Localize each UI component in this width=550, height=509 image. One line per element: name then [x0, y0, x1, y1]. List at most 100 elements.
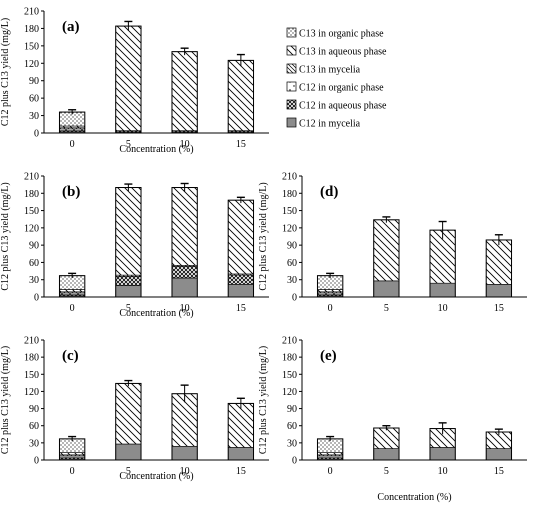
x-tick-label: 0 [70, 466, 75, 477]
x-tick-label: 10 [438, 303, 448, 314]
bar-segment [115, 187, 142, 276]
x-tick-label: 5 [126, 303, 131, 314]
x-tick-label: 15 [236, 303, 246, 314]
y-tick-label: 150 [24, 41, 39, 52]
y-tick-label: 90 [29, 76, 39, 87]
bar-segment [171, 445, 198, 461]
y-tick-label: 0 [292, 293, 297, 304]
x-tick-label: 15 [236, 466, 246, 477]
bar-segment [115, 275, 142, 286]
x-axis-label: Concentration (%) [119, 471, 193, 482]
y-tick-label: 210 [282, 172, 297, 183]
y-tick-label: 30 [29, 438, 39, 449]
y-tick-label: 60 [29, 258, 39, 269]
y-tick-label: 150 [24, 206, 39, 217]
y-tick-label: 0 [34, 129, 39, 140]
y-tick-label: 150 [24, 370, 39, 381]
legend-swatch [286, 63, 297, 74]
bar-segment [115, 443, 142, 461]
x-tick-label: 15 [494, 303, 504, 314]
x-tick-label: 15 [236, 139, 246, 150]
y-tick-label: 0 [34, 293, 39, 304]
bar-segment [171, 266, 198, 279]
bar-segment [485, 284, 512, 298]
x-tick-label: 10 [180, 466, 190, 477]
bar-segment [373, 427, 400, 449]
bar-segment [227, 60, 254, 131]
x-tick-label: 5 [384, 466, 389, 477]
y-tick-label: 180 [24, 189, 39, 200]
y-axis-label: C12 plus C13 yield (mg/L) [0, 18, 11, 126]
bar-segment [115, 25, 142, 131]
bar-segment [429, 447, 456, 461]
bar-segment [227, 274, 254, 285]
y-tick-label: 210 [24, 336, 39, 347]
x-axis-label: Concentration (%) [119, 144, 193, 155]
bar-segment [227, 199, 254, 275]
x-tick-label: 0 [328, 466, 333, 477]
legend-label: C13 in mycelia [299, 65, 361, 76]
legend-label: C13 in aqueous phase [299, 47, 387, 58]
bar-segment [59, 452, 86, 456]
y-tick-label: 30 [29, 275, 39, 286]
x-tick-label: 0 [70, 303, 75, 314]
x-tick-label: 0 [328, 303, 333, 314]
y-tick-label: 210 [24, 172, 39, 183]
y-tick-label: 90 [29, 404, 39, 415]
chart-panel: 0 30 60 90 120 150 180 210 0 5 10 15 (d) C12 plus C13… [258, 172, 527, 314]
bar-segment [373, 280, 400, 298]
chart-panel: 0 30 60 90 120 150 180 210 0 5 10 15 (e) C12 plus C13… [258, 336, 527, 503]
x-tick-label: 10 [180, 139, 190, 150]
y-axis-label: C12 plus C13 yield (mg/L) [0, 346, 11, 454]
legend-label: C12 in mycelia [299, 119, 361, 130]
legend-swatch [286, 99, 297, 110]
chart-panel: 0 30 60 90 120 150 180 210 0 5 10 15 (a) C12 plus C13… [0, 7, 269, 155]
panel-label: (c) [62, 348, 79, 364]
y-tick-label: 60 [29, 94, 39, 105]
bar-segment [317, 452, 344, 456]
bar-segment [429, 282, 456, 298]
x-tick-label: 5 [126, 139, 131, 150]
y-tick-label: 60 [29, 421, 39, 432]
x-axis-label: Concentration (%) [119, 308, 193, 319]
legend-label: C12 in aqueous phase [299, 101, 387, 112]
y-tick-label: 60 [287, 258, 297, 269]
bar-segment [171, 51, 198, 131]
y-tick-label: 150 [282, 206, 297, 217]
panel-label: (b) [62, 184, 80, 200]
y-tick-label: 30 [287, 438, 297, 449]
y-tick-label: 120 [282, 387, 297, 398]
panel-label: (d) [320, 184, 338, 200]
y-tick-label: 180 [24, 353, 39, 364]
y-tick-label: 30 [29, 111, 39, 122]
bar-segment [227, 284, 254, 298]
y-tick-label: 210 [282, 336, 297, 347]
bar-segment [171, 277, 198, 298]
y-axis-label: C12 plus C13 yield (mg/L) [0, 182, 11, 290]
panel-label: (a) [62, 19, 80, 35]
panel-label: (e) [320, 348, 337, 364]
y-tick-label: 120 [24, 59, 39, 70]
y-tick-label: 120 [24, 387, 39, 398]
legend-swatch [286, 45, 297, 56]
y-tick-label: 180 [282, 353, 297, 364]
y-axis-label: C12 plus C13 yield (mg/L) [258, 182, 269, 290]
legend-label: C12 in organic phase [299, 83, 384, 94]
legend: C13 in organic phase C13 in aqueous phase… [286, 27, 387, 130]
y-tick-label: 120 [282, 223, 297, 234]
y-tick-label: 0 [34, 456, 39, 467]
legend-swatch [286, 81, 297, 92]
bar-segment [485, 239, 512, 285]
chart-panel: 0 30 60 90 120 150 180 210 0 5 10 15 (b) C12 plus C13… [0, 172, 269, 319]
y-tick-label: 120 [24, 223, 39, 234]
bar-segment [373, 219, 400, 282]
y-tick-label: 180 [282, 189, 297, 200]
y-tick-label: 90 [287, 241, 297, 252]
legend-label: C13 in organic phase [299, 29, 384, 40]
bar-segment [171, 187, 198, 266]
y-tick-label: 90 [287, 404, 297, 415]
bar-segment [227, 447, 254, 461]
y-tick-label: 180 [24, 24, 39, 35]
legend-swatch [286, 117, 297, 128]
